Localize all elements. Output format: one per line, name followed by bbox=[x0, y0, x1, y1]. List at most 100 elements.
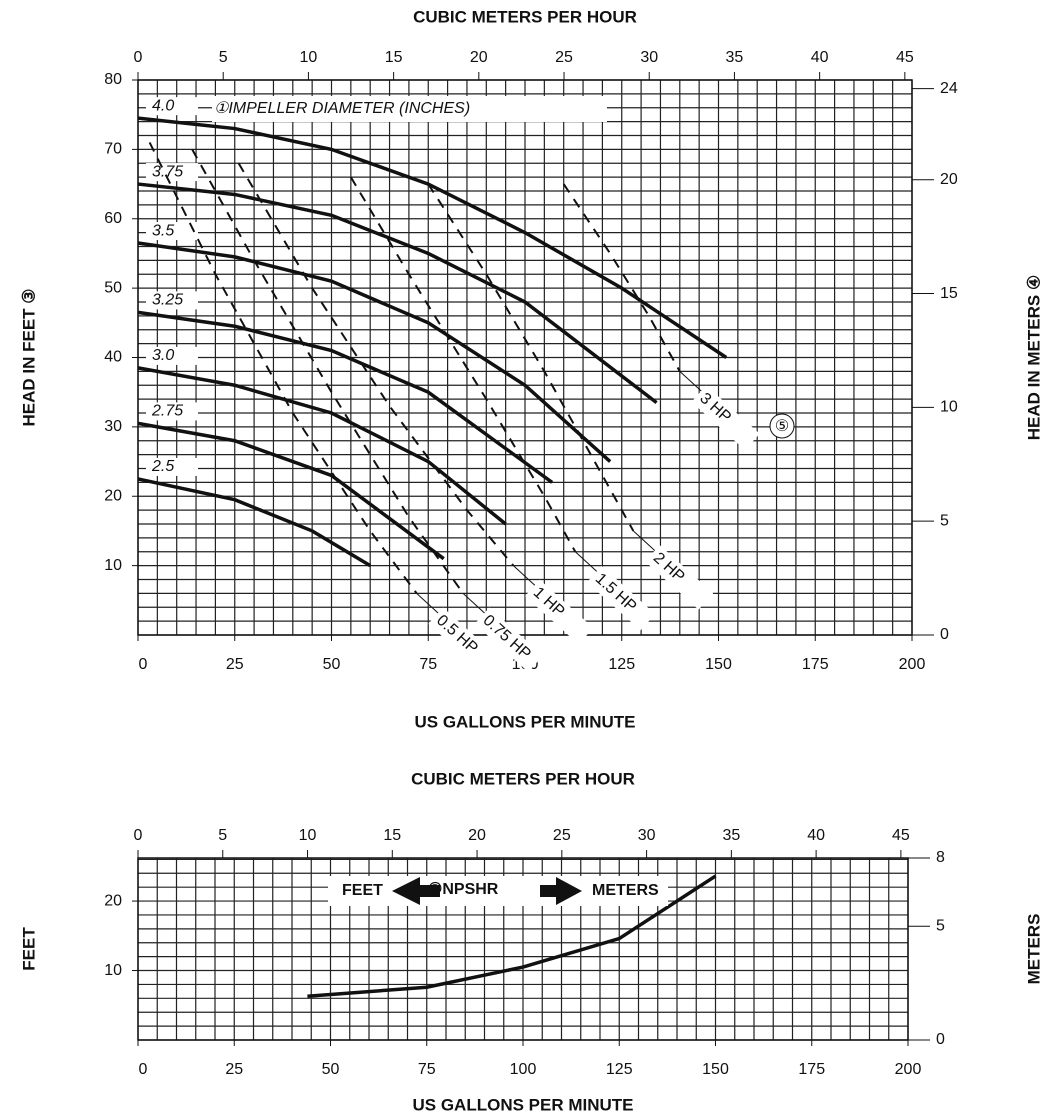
y-tick-label: 30 bbox=[104, 418, 122, 435]
y-tick-label: 10 bbox=[104, 962, 122, 979]
x2-tick-label: 10 bbox=[299, 827, 317, 844]
x-tick-label: 100 bbox=[510, 1061, 537, 1078]
series-line bbox=[137, 477, 372, 568]
annotation: ⑤ bbox=[775, 418, 789, 435]
series-label: 2.5 bbox=[151, 458, 174, 475]
series-line bbox=[191, 148, 464, 594]
annotation-bg bbox=[328, 876, 668, 906]
series-line bbox=[137, 421, 445, 561]
y-tick-label: 50 bbox=[104, 279, 122, 296]
annotation-bg bbox=[212, 96, 607, 122]
x-tick-label: 75 bbox=[419, 656, 437, 673]
y2-tick-label: 24 bbox=[940, 80, 958, 97]
series-line bbox=[237, 162, 515, 567]
x2-tick-label: 20 bbox=[470, 49, 488, 66]
x-tick-label: 200 bbox=[899, 656, 926, 673]
series-label-bg bbox=[691, 385, 760, 451]
series-label-bg bbox=[146, 457, 198, 476]
series-line bbox=[137, 310, 554, 484]
x2-tick-label: 15 bbox=[385, 49, 403, 66]
y2-tick-label: 20 bbox=[940, 171, 958, 188]
x-tick-label: 0 bbox=[139, 656, 148, 673]
series-label: 3.0 bbox=[152, 347, 174, 364]
annotation: FEET bbox=[342, 882, 383, 899]
series-label-bg bbox=[146, 402, 198, 421]
x2-tick-label: 20 bbox=[468, 827, 486, 844]
series-line bbox=[562, 183, 681, 372]
x-tick-label: 50 bbox=[322, 1061, 340, 1078]
x-tick-label: 125 bbox=[606, 1061, 633, 1078]
series-line bbox=[137, 241, 612, 463]
y2-axis-title: HEAD IN METERS ④ bbox=[1024, 275, 1043, 440]
x-tick-label: 175 bbox=[798, 1061, 825, 1078]
y2-tick-label: 5 bbox=[936, 917, 945, 934]
series-label-bg bbox=[645, 545, 714, 610]
series-label-bg bbox=[146, 163, 198, 182]
series-label-bg bbox=[146, 97, 198, 116]
series-line bbox=[307, 874, 717, 998]
x-tick-label: 150 bbox=[705, 656, 732, 673]
y2-axis-title: METERS bbox=[1024, 914, 1043, 985]
x-axis-title: US GALLONS PER MINUTE bbox=[412, 1095, 633, 1114]
y2-tick-label: 0 bbox=[940, 626, 949, 643]
x2-tick-label: 15 bbox=[383, 827, 401, 844]
series-label-bg bbox=[586, 565, 656, 631]
x-tick-label: 25 bbox=[225, 1061, 243, 1078]
x2-tick-label: 10 bbox=[300, 49, 318, 66]
series-line bbox=[137, 116, 728, 359]
x2-tick-label: 30 bbox=[638, 827, 656, 844]
arrow-right bbox=[540, 877, 582, 905]
x2-axis-title: CUBIC METERS PER HOUR bbox=[411, 769, 635, 788]
x-tick-label: 50 bbox=[323, 656, 341, 673]
series-label-bg bbox=[146, 346, 198, 365]
y2-tick-label: 0 bbox=[936, 1031, 945, 1048]
series-label-bg bbox=[428, 607, 497, 673]
x2-tick-label: 45 bbox=[896, 49, 914, 66]
x-tick-label: 25 bbox=[226, 656, 244, 673]
y-tick-label: 60 bbox=[104, 210, 122, 227]
y-axis-title: FEET bbox=[19, 927, 38, 971]
x2-tick-label: 35 bbox=[726, 49, 744, 66]
annotation: ①IMPELLER DIAMETER (INCHES) bbox=[214, 100, 470, 117]
series-label: 4.0 bbox=[152, 97, 174, 114]
x-tick-label: 125 bbox=[608, 656, 635, 673]
annotation: ②NPSHR bbox=[428, 881, 499, 898]
x2-tick-label: 30 bbox=[640, 49, 658, 66]
series-line bbox=[148, 141, 418, 594]
x-axis-title: US GALLONS PER MINUTE bbox=[414, 712, 635, 731]
series-line bbox=[137, 366, 507, 526]
y2-tick-label: 10 bbox=[940, 399, 958, 416]
x-tick-label: 150 bbox=[702, 1061, 729, 1078]
y-tick-label: 40 bbox=[104, 349, 122, 366]
x2-tick-label: 40 bbox=[811, 49, 829, 66]
series-label-bg bbox=[474, 607, 543, 673]
y-axis-title: HEAD IN FEET ③ bbox=[19, 288, 38, 426]
y-tick-label: 20 bbox=[104, 487, 122, 504]
annotation: METERS bbox=[592, 882, 659, 899]
x2-tick-label: 5 bbox=[218, 827, 227, 844]
series-line bbox=[137, 182, 658, 404]
series-label-bg bbox=[146, 291, 198, 310]
annotation-circle bbox=[769, 413, 795, 439]
series-line bbox=[427, 183, 635, 532]
y2-tick-label: 5 bbox=[940, 512, 949, 529]
x2-tick-label: 45 bbox=[892, 827, 910, 844]
x-tick-label: 200 bbox=[895, 1061, 922, 1078]
y-tick-label: 80 bbox=[104, 71, 122, 88]
series-label-bg bbox=[525, 579, 594, 645]
arrow-left bbox=[392, 877, 440, 905]
x-tick-label: 175 bbox=[802, 656, 829, 673]
x2-tick-label: 25 bbox=[555, 49, 573, 66]
series-label: 3.75 bbox=[152, 163, 183, 180]
y-tick-label: 20 bbox=[104, 892, 122, 909]
x-tick-label: 75 bbox=[418, 1061, 436, 1078]
x2-tick-label: 25 bbox=[553, 827, 571, 844]
x2-tick-label: 0 bbox=[134, 827, 143, 844]
y2-tick-label: 15 bbox=[940, 285, 958, 302]
x2-tick-label: 0 bbox=[134, 49, 143, 66]
series-label: 3.25 bbox=[152, 292, 183, 309]
series-label-bg bbox=[146, 222, 198, 241]
y2-tick-label: 8 bbox=[936, 849, 945, 866]
x2-tick-label: 5 bbox=[219, 49, 228, 66]
